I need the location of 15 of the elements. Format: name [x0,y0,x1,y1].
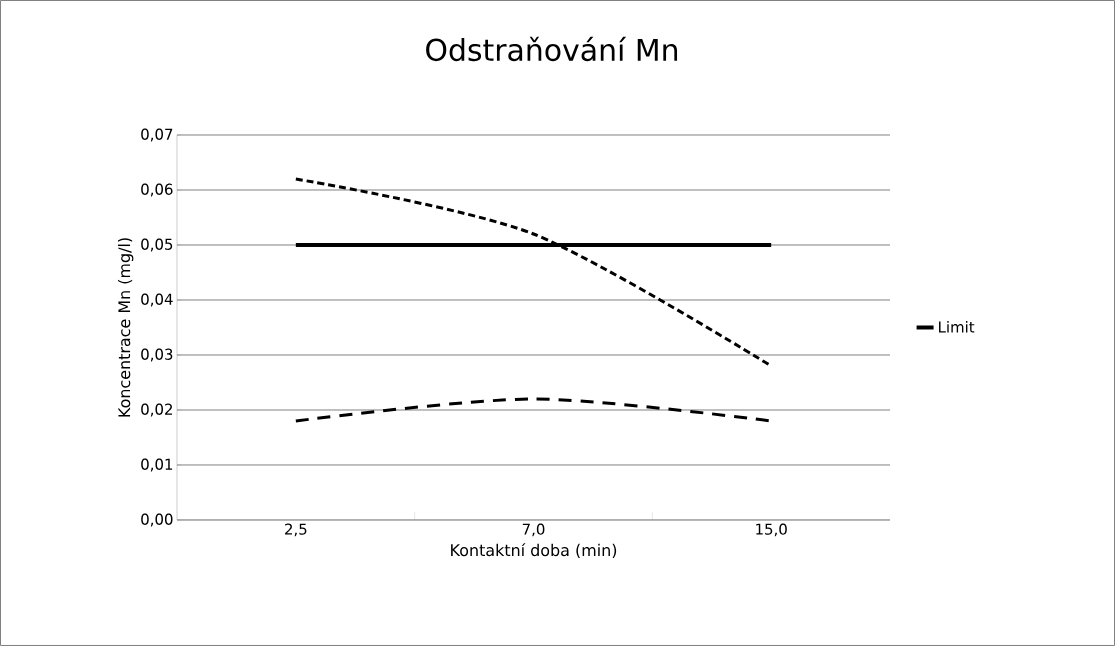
x-axis-title: Kontaktní doba (min) [451,543,617,559]
y-tick-label: 0,07 [141,128,173,142]
y-tick-label: 0,00 [141,513,173,527]
y-tick-label: 0,01 [141,458,173,472]
x-tick-label: 15,0 [756,523,787,537]
legend-label: Limit [939,321,975,333]
y-tick-label: 0,05 [141,238,173,252]
y-axis-title: Koncentrace Mn (mg/l) [117,238,134,417]
y-tick-label: 0,02 [141,403,172,417]
chart-title: Odstraňování Mn [426,36,678,62]
y-tick-label: 0,06 [141,183,173,197]
y-tick-label: 0,03 [141,348,173,362]
x-tick-label: 7,0 [522,523,545,537]
x-tick-label: 2,5 [285,523,307,537]
y-tick-label: 0,04 [141,293,173,307]
